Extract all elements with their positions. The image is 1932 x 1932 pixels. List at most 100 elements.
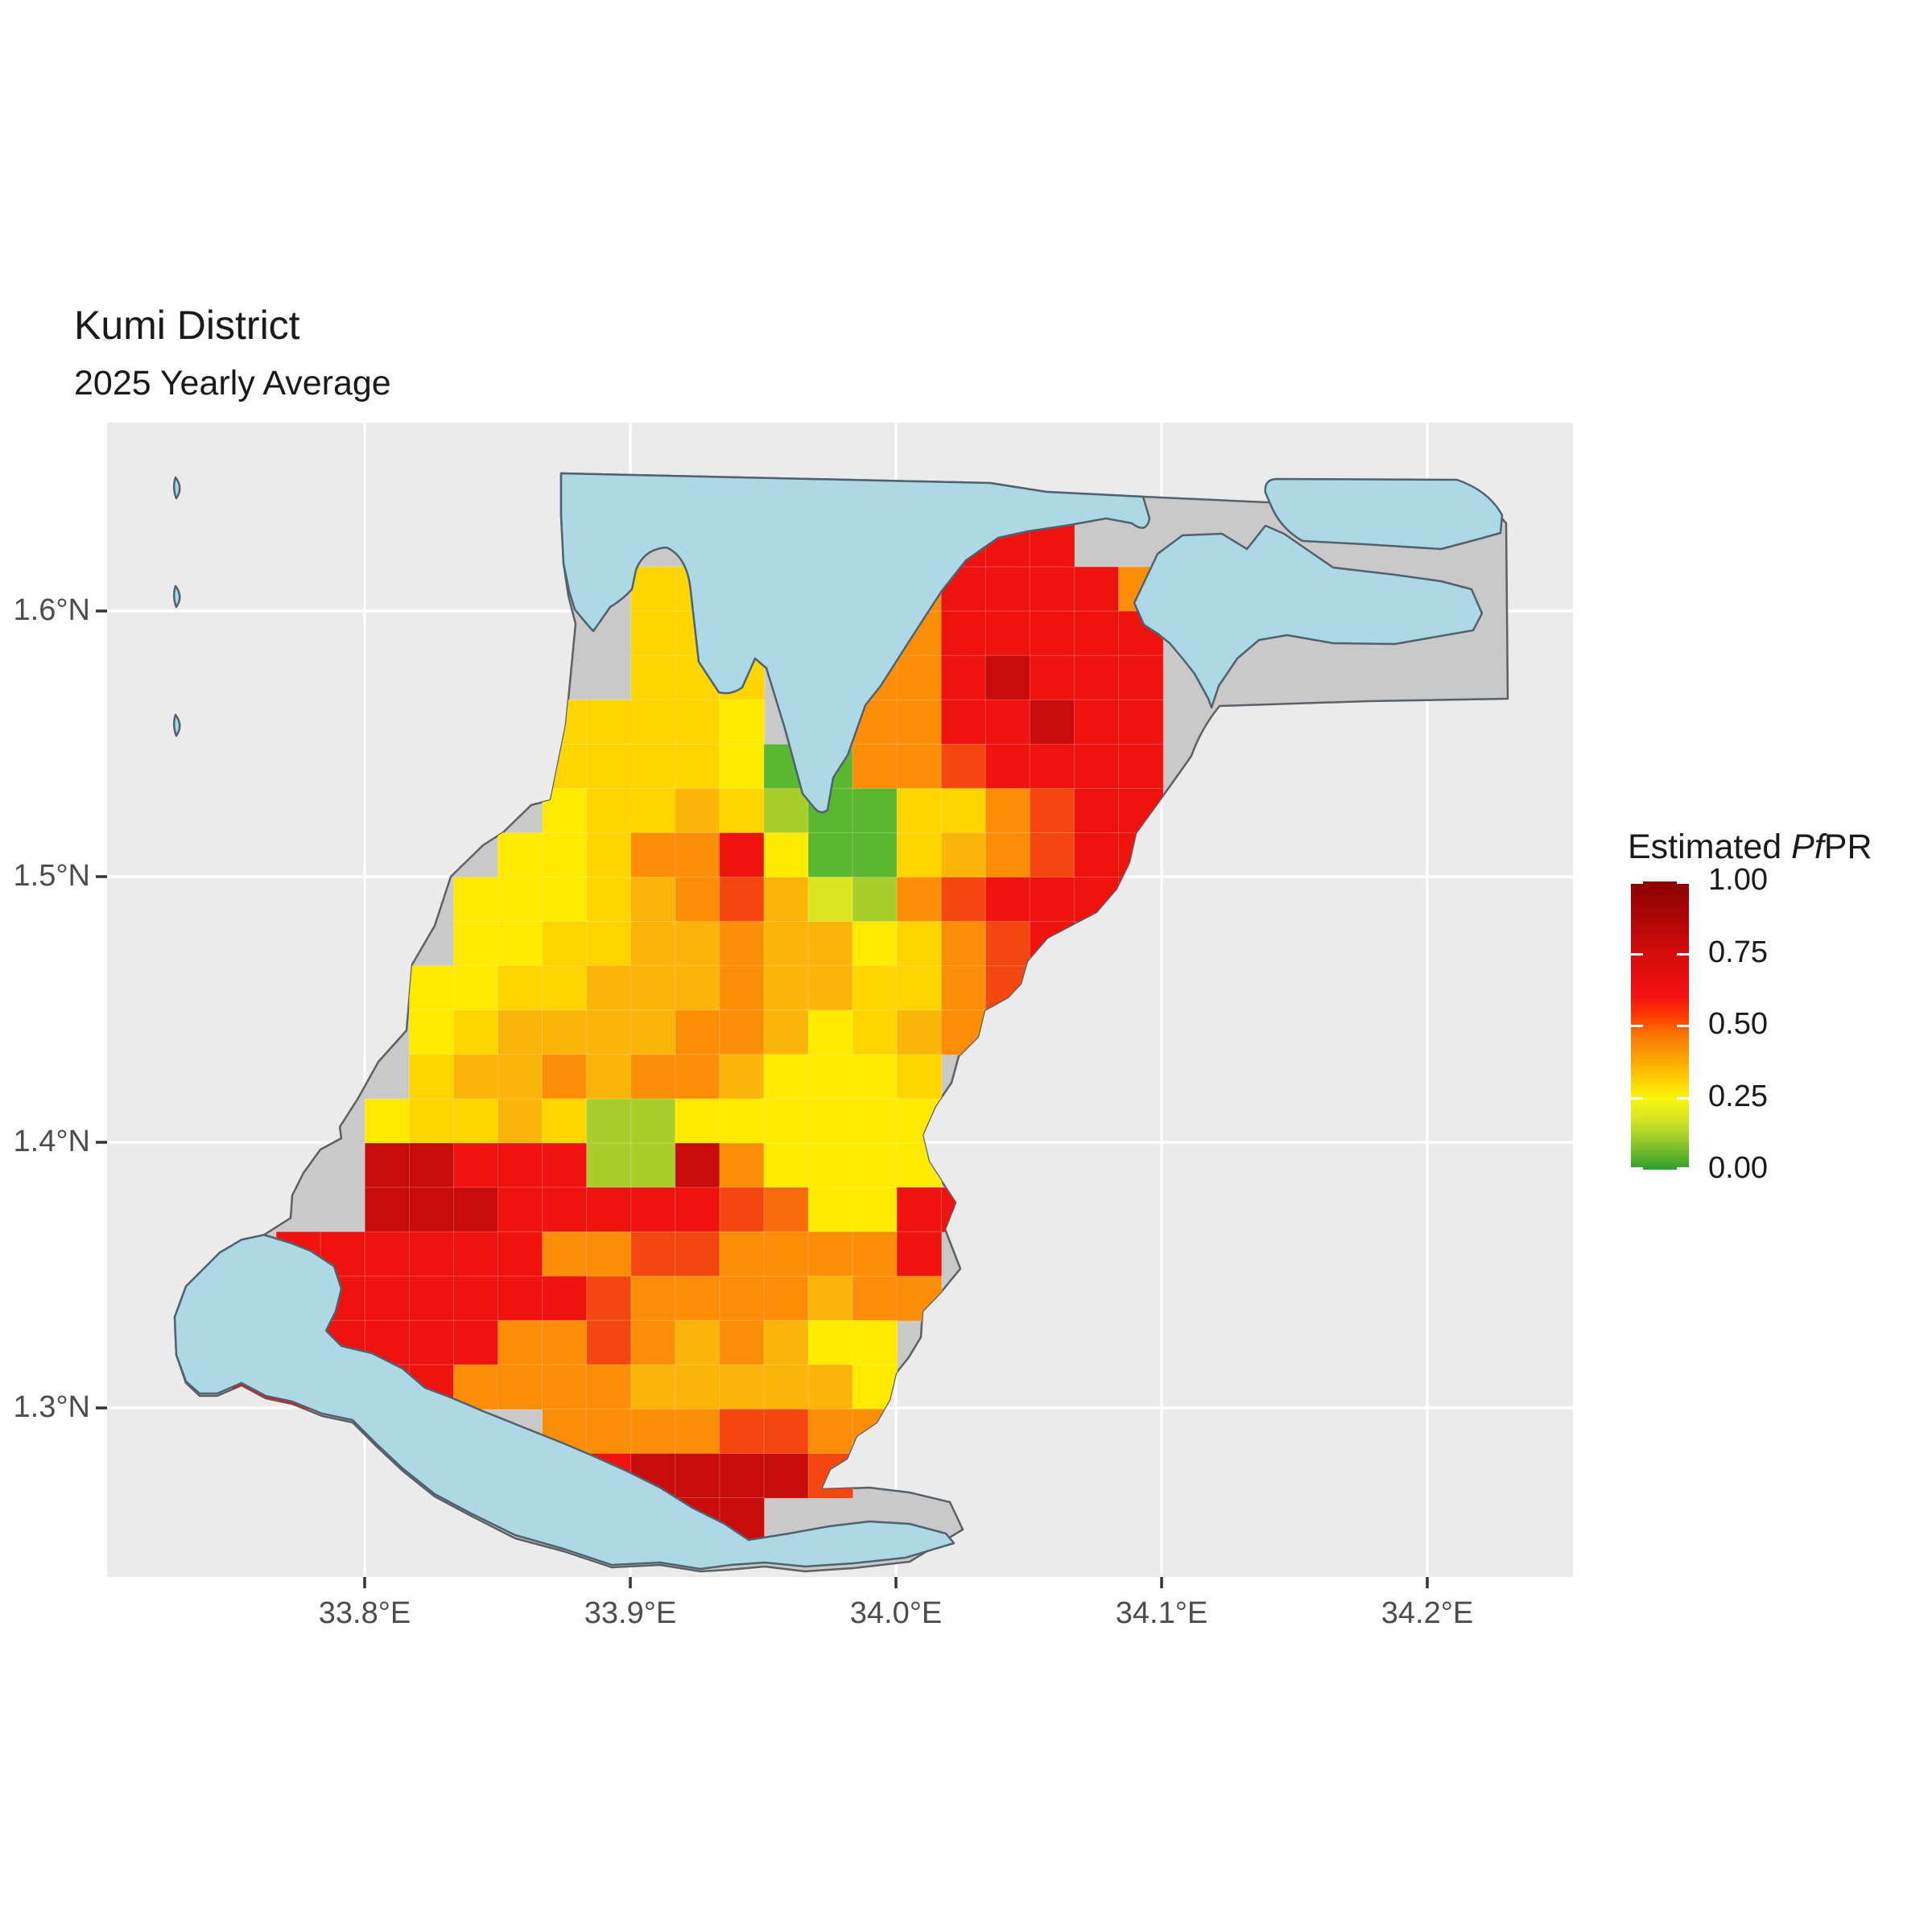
- raster-cell: [852, 832, 898, 878]
- raster-cell: [542, 1142, 588, 1189]
- raster-cell: [719, 1142, 765, 1189]
- raster-cell: [807, 1364, 854, 1410]
- raster-cell: [630, 1275, 676, 1322]
- raster-cell: [763, 1319, 810, 1366]
- raster-cell: [985, 921, 1031, 967]
- legend-tick-label: 0.00: [1708, 1151, 1768, 1185]
- raster-cell: [586, 1187, 632, 1233]
- raster-cell: [586, 1098, 632, 1145]
- raster-cell: [452, 1098, 499, 1145]
- water-body: [173, 584, 181, 609]
- raster-cell: [408, 1142, 455, 1189]
- legend-tick-mark: [1631, 1096, 1643, 1100]
- legend-title-suffix: PR: [1823, 828, 1872, 866]
- raster-cell: [675, 1319, 720, 1366]
- raster-cell: [497, 1231, 543, 1278]
- x-axis-label: 33.9°E: [584, 1596, 677, 1630]
- raster-cell: [896, 1054, 943, 1100]
- raster-cell: [408, 1098, 455, 1145]
- raster-cell: [497, 1009, 543, 1056]
- raster-cell: [807, 1054, 854, 1100]
- raster-cell: [719, 1054, 765, 1100]
- raster-cell: [542, 1364, 588, 1410]
- raster-cell: [763, 787, 810, 834]
- x-axis-label: 34.0°E: [849, 1596, 943, 1630]
- raster-cell: [763, 1231, 810, 1278]
- raster-cell: [763, 877, 810, 923]
- raster-cell: [985, 832, 1031, 878]
- raster-cell: [852, 743, 898, 790]
- raster-cell: [675, 1009, 720, 1056]
- raster-cell: [630, 1408, 676, 1455]
- raster-cell: [896, 1231, 943, 1278]
- raster-cell: [497, 1364, 543, 1410]
- raster-cell: [719, 921, 765, 967]
- raster-cell: [807, 1408, 854, 1455]
- raster-cell: [1029, 743, 1075, 790]
- raster-cell: [763, 1275, 810, 1322]
- raster-cell: [630, 1187, 676, 1233]
- raster-cell: [719, 1187, 765, 1233]
- raster-cell: [675, 699, 720, 745]
- y-axis-label: 1.3°N: [13, 1390, 90, 1424]
- raster-cell: [1073, 743, 1120, 790]
- raster-cell: [586, 1408, 632, 1455]
- raster-cell: [497, 1275, 543, 1322]
- raster-cell: [497, 832, 543, 878]
- raster-cell: [719, 1453, 765, 1499]
- raster-cell: [675, 877, 720, 923]
- raster-cell: [763, 1054, 810, 1100]
- raster-cell: [896, 699, 943, 745]
- raster-cell: [586, 1319, 632, 1366]
- raster-cell: [675, 1187, 720, 1233]
- raster-cell: [852, 1275, 898, 1322]
- raster-cell: [719, 699, 765, 745]
- water-body: [173, 1233, 956, 1571]
- legend-tick-mark: [1631, 1025, 1643, 1027]
- raster-cell: [497, 1098, 543, 1145]
- raster-cell: [630, 610, 676, 657]
- raster-cell: [896, 743, 943, 790]
- water-body: [173, 476, 181, 500]
- raster-cell: [985, 566, 1031, 613]
- raster-cell: [630, 699, 676, 745]
- raster-cell: [542, 1054, 588, 1100]
- raster-cell: [763, 1364, 810, 1410]
- raster-cell: [630, 1054, 676, 1100]
- raster-cell: [1118, 743, 1164, 790]
- raster-cell: [630, 566, 676, 613]
- raster-cell: [586, 1054, 632, 1100]
- raster-cell: [542, 1231, 588, 1278]
- legend-tick-mark: [1631, 952, 1643, 956]
- raster-cell: [452, 1319, 499, 1366]
- raster-cell: [630, 965, 676, 1011]
- raster-cell: [985, 699, 1031, 745]
- axis-ticks: [96, 609, 1429, 1588]
- raster-cell: [1029, 877, 1075, 923]
- raster-cell: [364, 1319, 411, 1366]
- page-title: Kumi District: [74, 303, 300, 348]
- legend-tick-mark: [1677, 952, 1689, 956]
- raster-cell: [807, 1231, 854, 1278]
- raster-cell: [586, 1231, 632, 1278]
- raster-cell: [630, 787, 676, 834]
- raster-cell: [675, 743, 720, 790]
- legend-tick-label: 0.25: [1708, 1079, 1768, 1113]
- raster-cell: [896, 877, 943, 923]
- raster-cell: [940, 654, 987, 701]
- raster-cell: [940, 832, 987, 878]
- raster-cell: [763, 1142, 810, 1189]
- raster-cell: [807, 1098, 854, 1145]
- raster-cell: [719, 787, 765, 834]
- legend-tick-mark: [1631, 881, 1643, 884]
- raster-cell: [719, 1408, 765, 1455]
- raster-cell: [719, 743, 765, 790]
- raster-cell: [852, 921, 898, 967]
- legend-title-prefix: Estimated: [1628, 828, 1792, 866]
- legend-tick-label: 1.00: [1708, 863, 1768, 897]
- water-body: [559, 472, 1151, 814]
- raster-cell: [719, 1009, 765, 1056]
- raster-cell: [852, 965, 898, 1011]
- raster-cell: [408, 1319, 455, 1366]
- raster-cell: [1029, 654, 1075, 701]
